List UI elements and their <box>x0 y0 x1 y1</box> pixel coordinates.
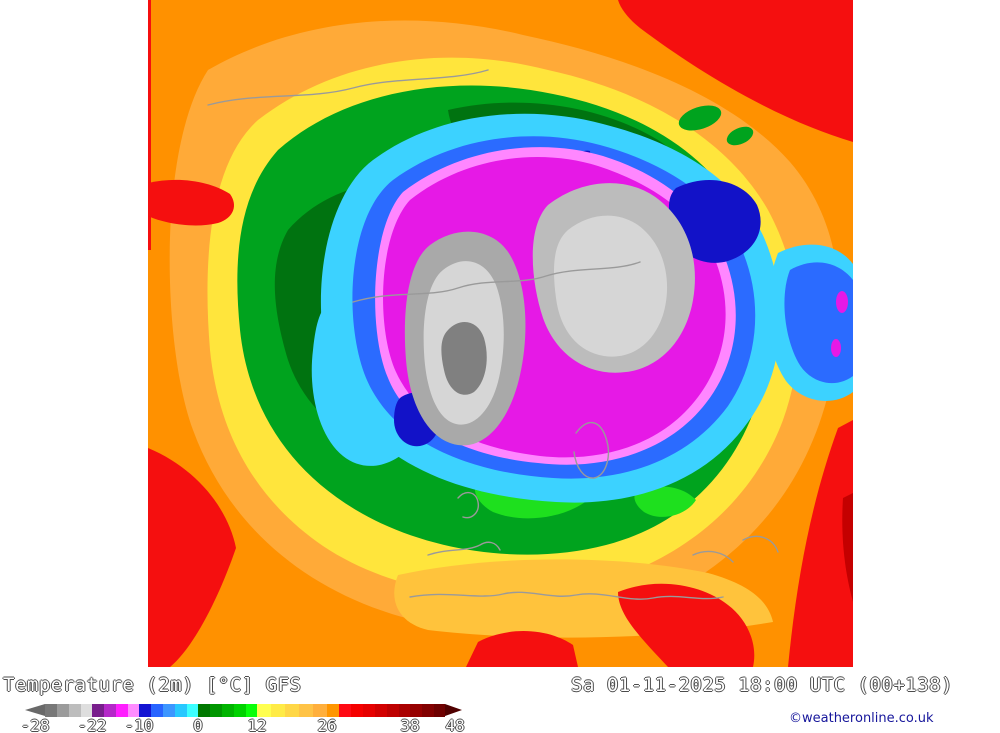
colorbar-labels: -28 -22 -10 0 12 26 38 48 <box>0 716 1000 733</box>
colorbar-segment <box>363 704 375 717</box>
colorbar-segment <box>45 704 57 717</box>
colorbar-segments <box>45 704 445 717</box>
colorbar-right-arrow-icon <box>445 704 462 716</box>
map-title: Temperature (2m) [°C] GFS <box>3 674 302 696</box>
region-atlantic-red <box>148 448 236 667</box>
colorbar-tick-label: 0 <box>193 716 203 733</box>
colorbar-segment <box>69 704 81 717</box>
colorbar-segment <box>198 704 210 717</box>
region-africa-red <box>466 631 578 667</box>
colorbar-segment <box>81 704 92 717</box>
colorbar-segment <box>399 704 410 717</box>
colorbar-tick-label: 12 <box>247 716 267 733</box>
colorbar-tick-label: -22 <box>77 716 107 733</box>
colorbar-segment <box>234 704 246 717</box>
region-greenland-dark-gray <box>441 322 487 395</box>
colorbar-segment <box>92 704 104 717</box>
colorbar-tick-label: 38 <box>400 716 420 733</box>
colorbar-left-arrow-icon <box>25 704 45 716</box>
colorbar-segment <box>422 704 434 717</box>
region-east-deep-red <box>842 493 853 602</box>
colorbar-segment <box>257 704 271 717</box>
colorbar-segment <box>351 704 363 717</box>
region-pacific-red <box>618 0 853 142</box>
colorbar-segment <box>210 704 222 717</box>
region-darkblue-east <box>668 179 761 263</box>
coastline-mediterranean <box>409 591 724 600</box>
colorbar-segment <box>151 704 163 717</box>
temperature-map-graphic <box>148 0 853 667</box>
copyright-watermark: ©weatheronline.co.uk <box>789 711 934 726</box>
coastline-uk <box>457 491 479 519</box>
region-siberia-light-gray <box>553 215 668 357</box>
colorbar-segment <box>222 704 234 717</box>
colorbar-segment <box>375 704 387 717</box>
weather-map <box>148 0 853 667</box>
colorbar-segment <box>116 704 128 717</box>
colorbar-segment <box>434 704 445 717</box>
coastline-black-sea <box>692 535 779 563</box>
region-japan-green-1 <box>678 105 722 131</box>
coastline-arctic <box>352 261 641 303</box>
colorbar-segment <box>387 704 399 717</box>
coastline-scandinavia <box>573 422 610 479</box>
colorbar-segment <box>410 704 422 717</box>
region-mountain-magenta-1 <box>836 291 848 313</box>
colorbar-tick-label: -10 <box>124 716 154 733</box>
colorbar-segment <box>246 704 257 717</box>
colorbar-segment <box>175 704 187 717</box>
colorbar-segment <box>299 704 313 717</box>
map-datetime: Sa 01-11-2025 18:00 UTC (00+138) <box>571 674 954 696</box>
colorbar-segment <box>271 704 285 717</box>
region-mountain-magenta-2 <box>831 339 841 357</box>
colorbar-tick-label: -28 <box>20 716 50 733</box>
region-arabia-red <box>618 583 755 667</box>
colorbar-segment <box>285 704 299 717</box>
region-east-red-band <box>788 420 853 667</box>
colorbar-segment <box>139 704 151 717</box>
colorbar-tick-label: 26 <box>317 716 337 733</box>
colorbar-segment <box>163 704 175 717</box>
coastline-iberia <box>427 541 501 556</box>
colorbar-segment <box>57 704 69 717</box>
colorbar-tick-label: 48 <box>445 716 465 733</box>
region-left-edge-red <box>148 0 151 250</box>
region-west-red-patch <box>148 179 234 226</box>
temperature-colorbar <box>25 704 462 717</box>
colorbar-segment <box>313 704 327 717</box>
colorbar-segment <box>128 704 139 717</box>
colorbar-segment <box>187 704 198 717</box>
colorbar-segment <box>104 704 116 717</box>
coastline-pacific-rim <box>207 69 489 106</box>
region-bright-green-southeast <box>634 486 696 517</box>
colorbar-segment <box>339 704 351 717</box>
colorbar-segment <box>327 704 339 717</box>
region-japan-green-2 <box>726 126 754 146</box>
